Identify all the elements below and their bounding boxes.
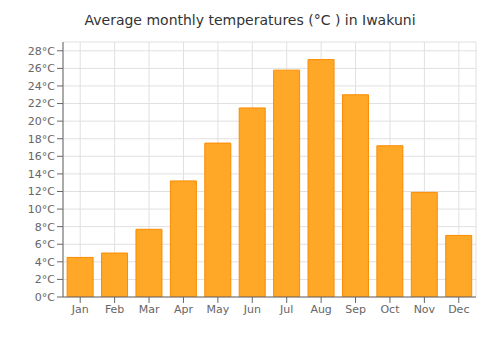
svg-text:0°C: 0°C bbox=[35, 291, 55, 304]
svg-text:Mar: Mar bbox=[139, 303, 160, 316]
svg-text:Jul: Jul bbox=[279, 303, 293, 316]
svg-text:10°C: 10°C bbox=[28, 203, 55, 216]
svg-text:2°C: 2°C bbox=[35, 273, 55, 286]
svg-text:26°C: 26°C bbox=[28, 62, 55, 75]
svg-text:14°C: 14°C bbox=[28, 168, 55, 181]
svg-text:Jan: Jan bbox=[71, 303, 89, 316]
svg-text:28°C: 28°C bbox=[28, 45, 55, 58]
svg-text:Feb: Feb bbox=[105, 303, 124, 316]
svg-text:4°C: 4°C bbox=[35, 256, 55, 269]
svg-text:24°C: 24°C bbox=[28, 80, 55, 93]
svg-text:Dec: Dec bbox=[448, 303, 469, 316]
svg-text:8°C: 8°C bbox=[35, 221, 55, 234]
svg-text:Oct: Oct bbox=[380, 303, 400, 316]
html-text:Average monthly temperatures (: Average monthly temperatures (°C ) in Iw… bbox=[84, 12, 416, 28]
svg-text:Aug: Aug bbox=[310, 303, 331, 316]
svg-text:12°C: 12°C bbox=[28, 185, 55, 198]
svg-text:16°C: 16°C bbox=[28, 150, 55, 163]
svg-text:20°C: 20°C bbox=[28, 115, 55, 128]
svg-text:Apr: Apr bbox=[174, 303, 194, 316]
svg-text:Sep: Sep bbox=[345, 303, 366, 316]
svg-text:18°C: 18°C bbox=[28, 133, 55, 146]
svg-text:6°C: 6°C bbox=[35, 238, 55, 251]
svg-text:Nov: Nov bbox=[414, 303, 436, 316]
svg-text:22°C: 22°C bbox=[28, 97, 55, 110]
svg-text:May: May bbox=[207, 303, 230, 316]
svg-text:Jun: Jun bbox=[243, 303, 261, 316]
